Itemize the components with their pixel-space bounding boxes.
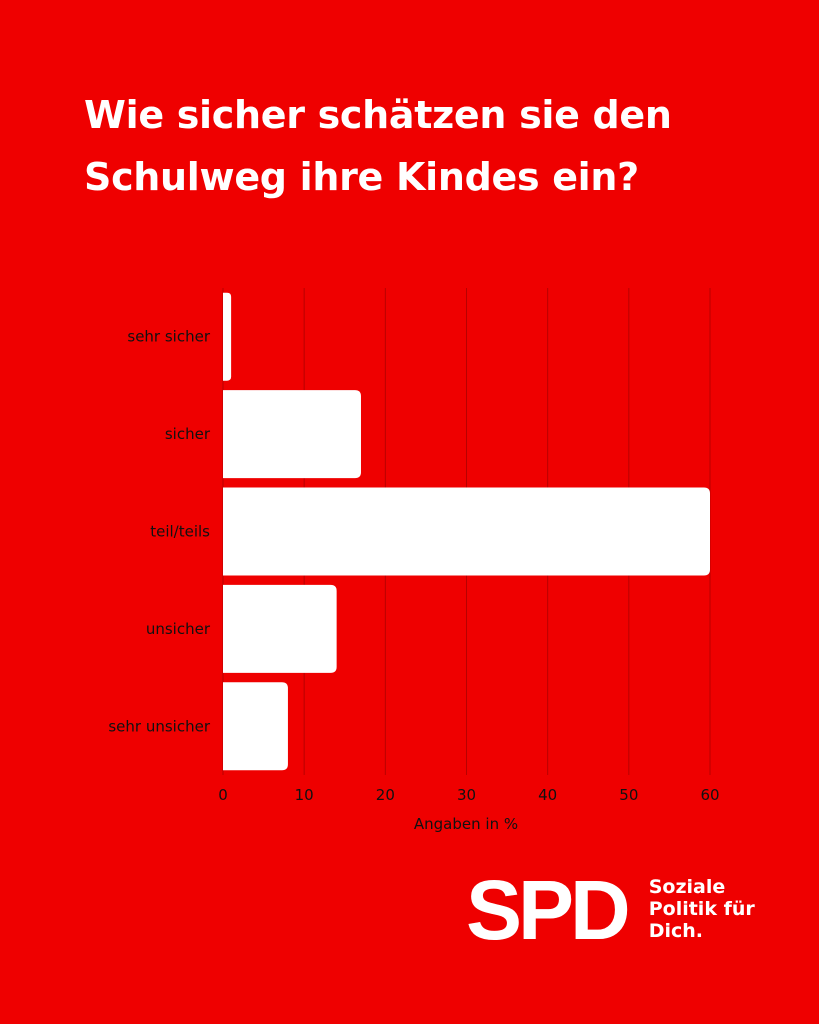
- category-label: sehr sicher: [127, 328, 210, 346]
- category-labels: sehr sicher sicher teil/teils unsicher sehr …: [108, 328, 210, 736]
- x-tick-labels: 0 10 20 30 40 50 60: [218, 786, 719, 804]
- x-axis-label: Angaben in %: [414, 815, 518, 833]
- x-tick-label: 0: [218, 786, 228, 804]
- bar-sicher: [223, 390, 361, 479]
- chart-title: Wie sicher schätzen sie den Schulweg ihre…: [84, 84, 724, 208]
- category-label: sehr unsicher: [108, 717, 210, 735]
- bar-unsicher: [223, 584, 337, 673]
- logo-mark: SPD: [466, 863, 631, 957]
- category-label: teil/teils: [150, 523, 210, 541]
- x-tick-label: 50: [619, 786, 638, 804]
- bar-sehr-sicher: [223, 292, 232, 381]
- category-label: unsicher: [146, 620, 211, 638]
- bar-teil-teils: [223, 487, 710, 576]
- claim-line-1: Soziale: [648, 876, 726, 898]
- bar-sehr-unsicher: [223, 682, 288, 771]
- title-line-2: Schulweg ihre Kindes ein?: [84, 155, 639, 199]
- category-label: sicher: [165, 425, 211, 443]
- spd-logo: SPD Soziale Politik für Dich.: [466, 863, 755, 957]
- claim-line-3: Dich.: [648, 920, 704, 942]
- logo-claim: Soziale Politik für Dich.: [649, 876, 755, 942]
- x-tick-label: 30: [457, 786, 476, 804]
- x-tick-label: 20: [376, 786, 395, 804]
- title-line-1: Wie sicher schätzen sie den: [84, 93, 672, 137]
- x-tick-label: 40: [538, 786, 557, 804]
- bars: [223, 292, 710, 771]
- x-tick-label: 60: [700, 786, 719, 804]
- claim-line-2: Politik für: [648, 898, 755, 920]
- x-tick-label: 10: [295, 786, 314, 804]
